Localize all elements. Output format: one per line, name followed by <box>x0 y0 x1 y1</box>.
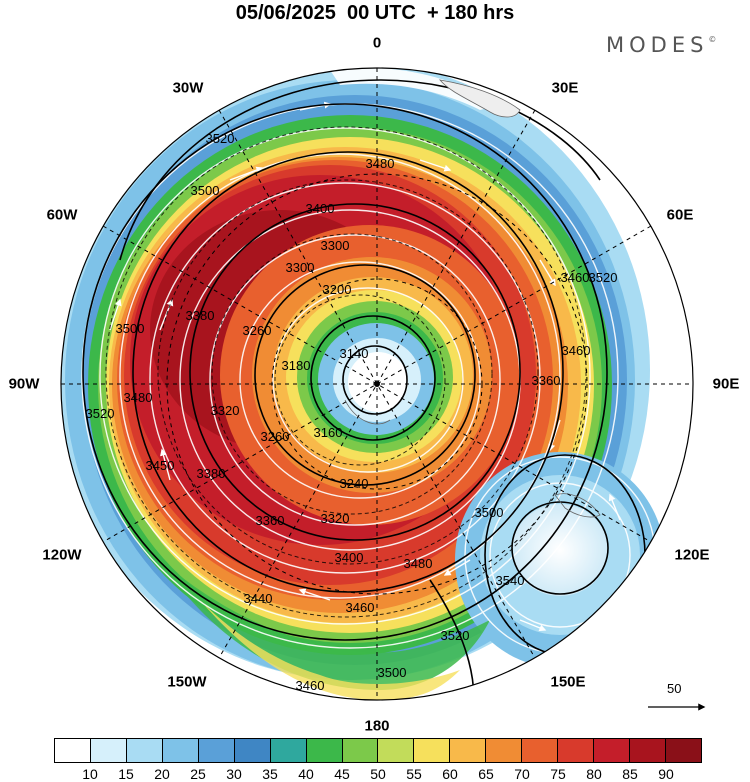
colorbar-box <box>450 739 487 762</box>
colorbar-tick-label: 75 <box>550 766 566 782</box>
reference-vector-label: 50 <box>667 681 682 696</box>
colorbar-box <box>55 739 91 762</box>
colorbar-box <box>414 739 451 762</box>
contour-label: 3200 <box>323 282 352 297</box>
contour-label: 3520 <box>589 270 618 285</box>
longitude-label-150w: 150W <box>167 673 207 691</box>
contour-label: 3240 <box>340 476 369 491</box>
contour-label: 3260 <box>261 429 290 444</box>
colorbar-tick-label: 60 <box>442 766 458 782</box>
contour-label: 3400 <box>306 201 335 216</box>
contour-label: 3440 <box>244 591 273 606</box>
longitude-label-150e: 150E <box>550 673 586 691</box>
colorbar-box <box>342 739 379 762</box>
colorbar-tick-label: 80 <box>586 766 602 782</box>
colorbar-tick-label: 55 <box>406 766 422 782</box>
colorbar-box <box>630 739 666 762</box>
longitude-label-60e: 60E <box>666 206 694 224</box>
colorbar-tick-label: 30 <box>226 766 242 782</box>
contour-label: 3500 <box>191 183 220 198</box>
contour-label: 3480 <box>124 390 153 405</box>
contour-label: 3320 <box>321 511 350 526</box>
contour-label: 3160 <box>314 425 343 440</box>
contour-label: 3480 <box>404 556 433 571</box>
colorbar-box <box>522 739 559 762</box>
colorbar-tick-label: 35 <box>262 766 278 782</box>
page-title: 05/06/2025 00 UTC + 180 hrs <box>235 2 515 24</box>
colorbar-tick-label: 20 <box>154 766 170 782</box>
contour-label: 3500 <box>116 321 145 336</box>
longitude-label-0: 0 <box>372 34 382 52</box>
reference-vector-arrow <box>648 703 706 711</box>
contour-label: 3460 <box>346 600 375 615</box>
colorbar-box <box>378 739 415 762</box>
contour-label: 3360 <box>532 373 561 388</box>
longitude-label-60w: 60W <box>46 206 78 224</box>
longitude-label-90e: 90E <box>712 375 740 393</box>
colorbar-box <box>558 739 595 762</box>
longitude-label-120e: 120E <box>674 546 710 564</box>
colorbar-tick-label: 25 <box>190 766 206 782</box>
colorbar-box <box>665 739 701 762</box>
brand-name: MODES <box>606 33 709 57</box>
colorbar-tick-label: 50 <box>370 766 386 782</box>
contour-label: 3480 <box>366 156 395 171</box>
contour-label: 3400 <box>335 550 364 565</box>
contour-label: 3460 <box>561 270 590 285</box>
contour-label: 3300 <box>321 238 350 253</box>
colorbar-tick-label: 65 <box>478 766 494 782</box>
contour-label: 3520 <box>206 131 235 146</box>
colorbar-box <box>594 739 630 762</box>
contour-label: 3500 <box>475 505 504 520</box>
contour-label: 3380 <box>186 308 215 323</box>
contour-label: 3500 <box>378 665 407 680</box>
contour-label: 3540 <box>496 573 525 588</box>
contour-label: 3460 <box>562 343 591 358</box>
contour-label: 3360 <box>256 513 285 528</box>
contour-label: 3520 <box>86 406 115 421</box>
colorbar-box <box>306 739 343 762</box>
contour-label: 3300 <box>286 260 315 275</box>
contour-label: 3460 <box>296 678 325 693</box>
longitude-label-120w: 120W <box>42 546 82 564</box>
colorbar-tick-label: 40 <box>298 766 314 782</box>
contour-label: 3380 <box>197 466 226 481</box>
longitude-label-30e: 30E <box>551 79 579 97</box>
longitude-label-90w: 90W <box>8 375 40 393</box>
colorbar-tick-label: 70 <box>514 766 530 782</box>
colorbar-tick-label: 85 <box>622 766 638 782</box>
brand-logo: MODES© <box>606 33 717 57</box>
colorbar-tick-label: 45 <box>334 766 350 782</box>
wind-speed-field <box>61 68 693 700</box>
contour-label: 3320 <box>211 403 240 418</box>
colorbar-box <box>162 739 199 762</box>
contour-label: 3450 <box>146 458 175 473</box>
contour-label: 3520 <box>441 628 470 643</box>
contour-label: 3260 <box>243 323 272 338</box>
contour-label: 3180 <box>282 358 311 373</box>
contour-label: 3140 <box>340 346 369 361</box>
longitude-label-180: 180 <box>364 717 390 735</box>
contour-labels: 3520 3480 3500 3400 3300 3300 3200 3260 … <box>86 131 618 693</box>
colorbar-box <box>270 739 307 762</box>
colorbar-box <box>126 739 163 762</box>
colorbar-tick-label: 10 <box>82 766 98 782</box>
colorbar-tick-label: 15 <box>118 766 134 782</box>
colorbar <box>54 738 702 763</box>
longitude-label-30w: 30W <box>172 79 204 97</box>
colorbar-box <box>198 739 235 762</box>
colorbar-box <box>486 739 523 762</box>
colorbar-box <box>90 739 127 762</box>
colorbar-tick-label: 90 <box>658 766 674 782</box>
colorbar-box <box>234 739 271 762</box>
